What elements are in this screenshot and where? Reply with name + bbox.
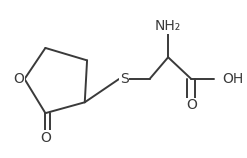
Text: O: O — [40, 131, 51, 145]
Text: O: O — [13, 72, 24, 86]
Text: OH: OH — [223, 72, 244, 86]
Text: NH₂: NH₂ — [155, 19, 181, 33]
Text: O: O — [186, 98, 197, 112]
Text: S: S — [120, 72, 128, 86]
